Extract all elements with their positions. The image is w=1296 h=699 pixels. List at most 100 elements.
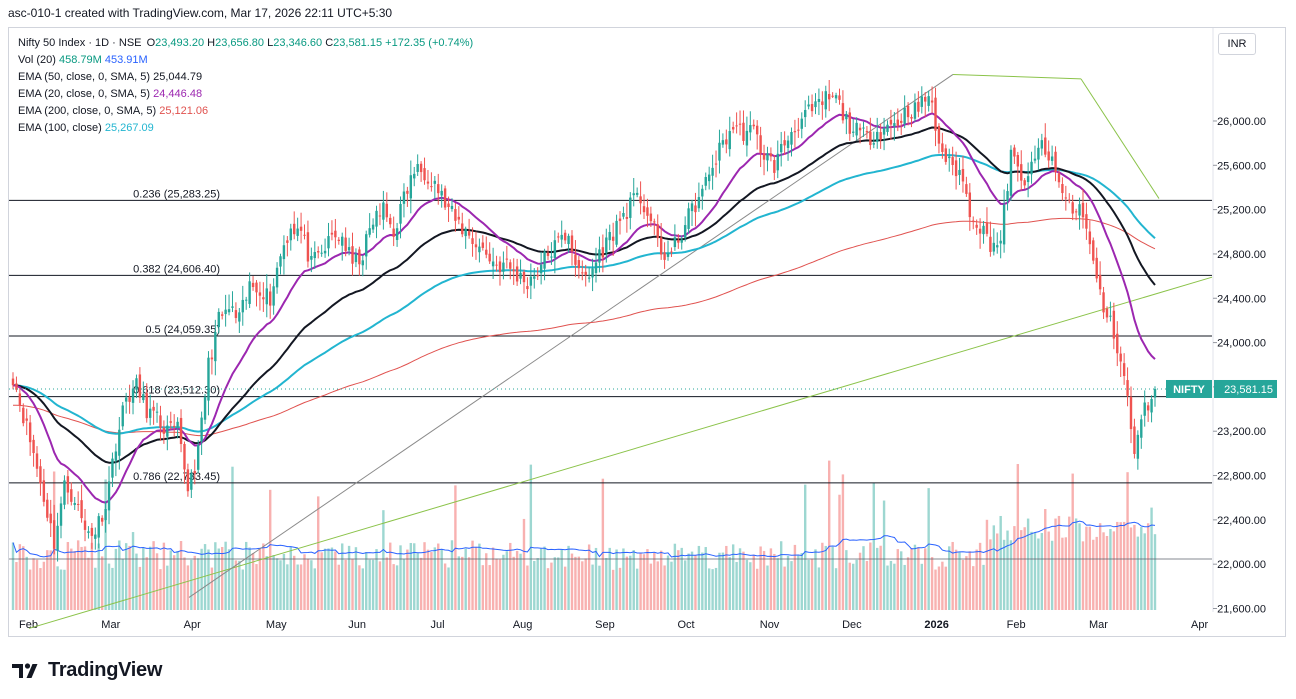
candle-body[interactable]	[728, 131, 731, 150]
candle-body[interactable]	[76, 503, 80, 505]
candle-body[interactable]	[138, 374, 142, 398]
candle-body[interactable]	[649, 213, 653, 222]
candle-body[interactable]	[354, 253, 358, 263]
candle-body[interactable]	[670, 251, 673, 253]
candle-body[interactable]	[1078, 204, 1081, 216]
candle-body[interactable]	[183, 443, 186, 470]
candle-body[interactable]	[683, 225, 687, 238]
candle-body[interactable]	[797, 129, 800, 131]
candle-body[interactable]	[512, 269, 515, 272]
candle-body[interactable]	[423, 168, 426, 181]
price-chart[interactable]: Feb Mar Apr May Jun Jul Aug Sep Oct Nov Dec 2026 Feb…	[9, 28, 1285, 636]
candle-body[interactable]	[330, 232, 334, 235]
candle-body[interactable]	[35, 453, 39, 469]
candle-body[interactable]	[238, 312, 241, 322]
candle-body[interactable]	[1119, 353, 1122, 362]
candle-body[interactable]	[196, 444, 200, 470]
candle-body[interactable]	[752, 124, 755, 127]
candle-body[interactable]	[159, 415, 162, 428]
candle-body[interactable]	[577, 260, 581, 269]
candle-body[interactable]	[145, 393, 148, 419]
candle-body[interactable]	[824, 91, 827, 110]
candle-body[interactable]	[738, 123, 742, 125]
candle-body[interactable]	[927, 96, 930, 106]
candle-body[interactable]	[289, 228, 292, 241]
candle-body[interactable]	[677, 240, 680, 243]
candle-body[interactable]	[227, 309, 231, 313]
candle-body[interactable]	[90, 527, 94, 536]
candle-body[interactable]	[265, 288, 268, 305]
candle-body[interactable]	[886, 124, 889, 132]
candle-body[interactable]	[687, 208, 690, 229]
candle-body[interactable]	[882, 128, 886, 135]
candle-body[interactable]	[783, 140, 786, 146]
candle-body[interactable]	[622, 212, 625, 217]
candle-body[interactable]	[241, 299, 244, 313]
candle-body[interactable]	[317, 251, 320, 253]
candle-body[interactable]	[344, 237, 347, 252]
candle-body[interactable]	[22, 407, 25, 424]
candle-body[interactable]	[526, 286, 529, 290]
currency-button[interactable]: INR	[1218, 33, 1256, 55]
candle-body[interactable]	[965, 184, 968, 194]
candle-body[interactable]	[437, 184, 440, 194]
candle-body[interactable]	[166, 425, 169, 437]
candle-body[interactable]	[114, 451, 118, 461]
candle-body[interactable]	[876, 131, 879, 142]
candle-body[interactable]	[481, 242, 485, 248]
candle-body[interactable]	[73, 503, 76, 505]
candle-body[interactable]	[368, 228, 371, 235]
candle-body[interactable]	[1105, 308, 1109, 318]
candle-body[interactable]	[838, 95, 841, 100]
candle-body[interactable]	[1064, 197, 1068, 199]
candle-body[interactable]	[690, 203, 694, 212]
candle-body[interactable]	[625, 216, 629, 219]
candle-body[interactable]	[255, 282, 258, 293]
candle-body[interactable]	[1095, 257, 1098, 279]
candle-body[interactable]	[190, 473, 193, 490]
candle-body[interactable]	[478, 246, 481, 253]
candle-body[interactable]	[707, 174, 711, 182]
ema100-line[interactable]	[12, 154, 1156, 435]
candle-body[interactable]	[502, 262, 505, 272]
last-price-tag[interactable]: NIFTY 23,581.15	[1166, 379, 1277, 398]
candle-body[interactable]	[972, 220, 975, 223]
candle-body[interactable]	[464, 228, 467, 237]
candle-body[interactable]	[1068, 199, 1071, 201]
candle-body[interactable]	[841, 103, 845, 121]
candle-body[interactable]	[94, 534, 97, 539]
candle-body[interactable]	[553, 240, 557, 259]
candle-body[interactable]	[608, 232, 611, 241]
candle-body[interactable]	[587, 277, 591, 279]
candle-body[interactable]	[389, 217, 392, 225]
candle-body[interactable]	[128, 397, 131, 402]
candle-body[interactable]	[817, 98, 821, 102]
candle-body[interactable]	[557, 236, 560, 238]
candle-body[interactable]	[872, 143, 875, 145]
candle-body[interactable]	[269, 291, 272, 306]
candle-body[interactable]	[711, 167, 714, 176]
candle-body[interactable]	[574, 254, 577, 265]
candle-body[interactable]	[968, 192, 972, 218]
candle-body[interactable]	[347, 247, 351, 251]
support-trendline[interactable]	[28, 276, 1213, 629]
candle-body[interactable]	[790, 132, 793, 145]
candle-body[interactable]	[203, 397, 207, 420]
candle-body[interactable]	[893, 123, 896, 127]
candle-body[interactable]	[618, 218, 622, 221]
candle-body[interactable]	[313, 252, 316, 259]
candle-body[interactable]	[461, 223, 464, 235]
candle-body[interactable]	[999, 240, 1002, 244]
candle-body[interactable]	[142, 394, 145, 401]
candle-body[interactable]	[162, 427, 166, 434]
candle-body[interactable]	[485, 249, 488, 255]
candle-body[interactable]	[1122, 363, 1126, 377]
candle-body[interactable]	[450, 205, 454, 209]
candle-body[interactable]	[1071, 202, 1074, 214]
candle-body[interactable]	[786, 140, 790, 148]
candle-body[interactable]	[937, 125, 941, 144]
candle-body[interactable]	[310, 255, 313, 260]
candle-body[interactable]	[666, 252, 670, 257]
candle-body[interactable]	[365, 234, 368, 257]
candle-body[interactable]	[810, 104, 814, 112]
